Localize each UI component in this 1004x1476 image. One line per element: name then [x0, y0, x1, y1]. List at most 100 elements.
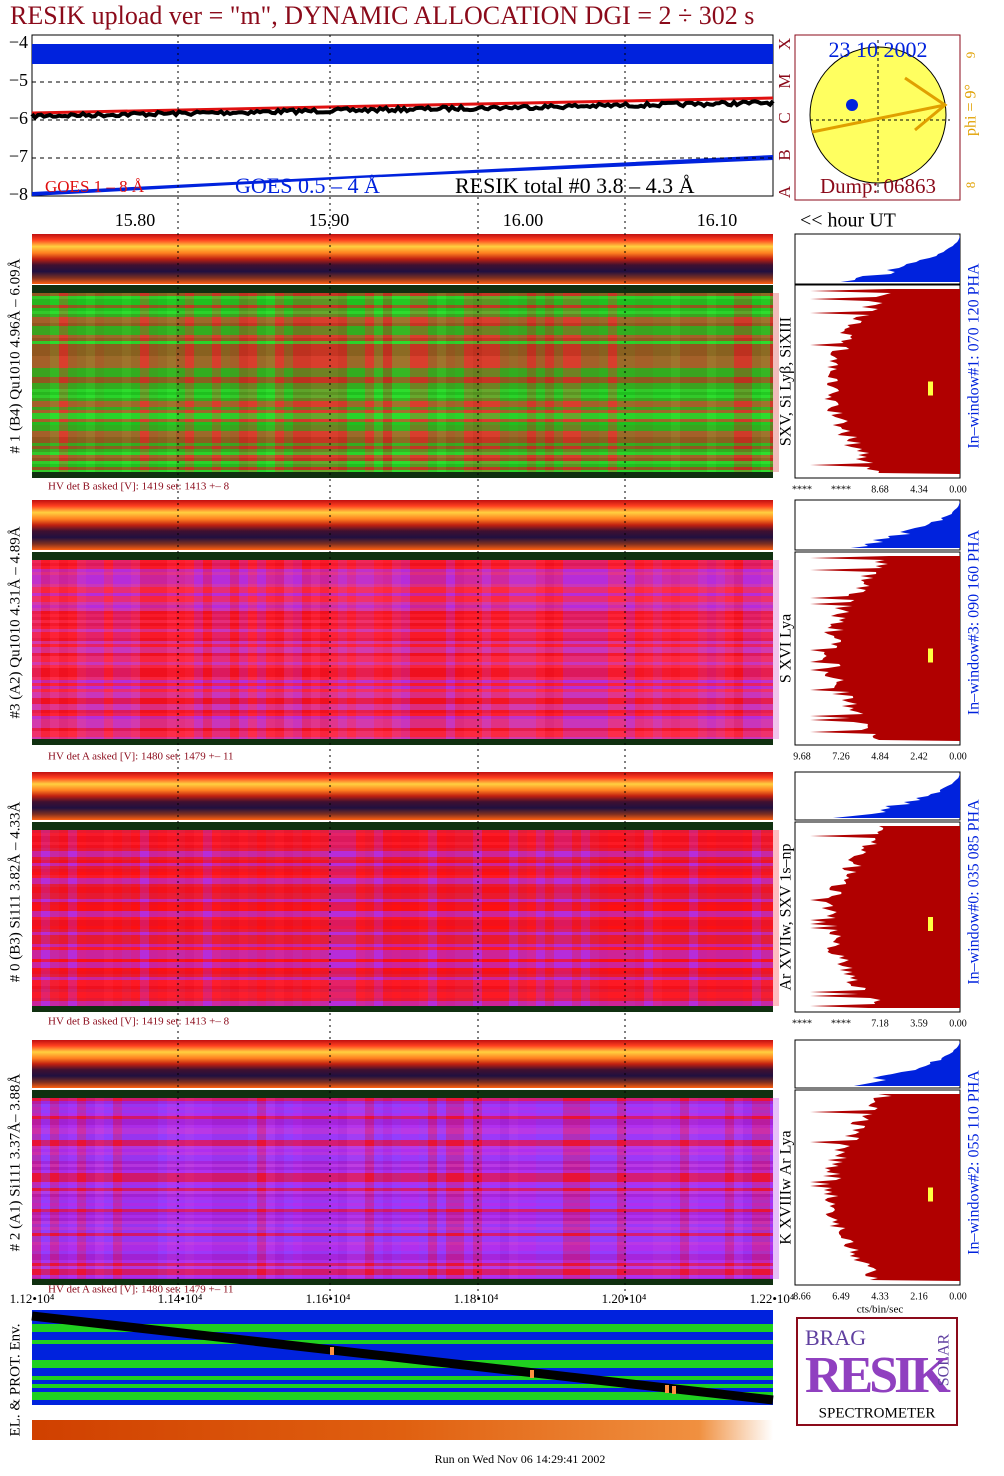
flare-class: X [775, 38, 794, 50]
spectrum-col [257, 560, 266, 739]
bottom-tick: 1.12•10⁴ [10, 1291, 55, 1306]
spectrum-col [698, 560, 707, 739]
spectrum-row [32, 737, 773, 740]
spectrum-col [320, 1098, 329, 1279]
spectrum-row [32, 719, 773, 722]
spectrum-col [572, 560, 581, 739]
hist-tick: 0.00 [949, 1018, 967, 1029]
spectrum-col [329, 560, 338, 739]
spectrum-col [590, 830, 599, 1006]
resik-curve [30, 99, 775, 121]
spectrum-col [419, 560, 428, 739]
spectrum-col [734, 1098, 743, 1279]
spectrum-edge [32, 822, 773, 830]
spectrum-col [662, 293, 671, 472]
spectrum-col [446, 560, 455, 739]
spectrum-col [509, 830, 518, 1006]
spectrum-col [212, 293, 221, 472]
spectrum-row [32, 593, 773, 596]
spectrum-col [644, 293, 653, 472]
spectrum-col [698, 293, 707, 472]
spectrum-edge [32, 739, 773, 745]
spectrum-col [365, 293, 374, 472]
hist-tick: 9.68 [793, 751, 811, 762]
spectrum-col [437, 830, 446, 1006]
spectrum-row [32, 632, 773, 635]
spectrum-col [86, 1098, 95, 1279]
spectrum-col [239, 830, 248, 1006]
spectrum-row [32, 1110, 773, 1113]
spectrum-col [104, 1098, 113, 1279]
spectrum-col [680, 1098, 689, 1279]
spectrum-row [32, 449, 773, 452]
spectrum-row [32, 410, 773, 413]
spectrum-row [32, 1155, 773, 1158]
spectrum-row [32, 635, 773, 638]
spectrum-row [32, 437, 773, 440]
spectrum-row [32, 599, 773, 602]
spectrum-row [32, 929, 773, 932]
goes-y-tick: −8 [9, 184, 28, 204]
spectrum-col [725, 830, 734, 1006]
spectrum-row [32, 836, 773, 839]
spectrum-col [167, 830, 176, 1006]
spectrum-col [545, 1098, 554, 1279]
spectrum-col [563, 560, 572, 739]
hist-tick: 3.59 [910, 1018, 928, 1029]
env-marker [530, 1370, 534, 1378]
spectrum-col [311, 293, 320, 472]
spectrum-row [32, 296, 773, 299]
spectrum-row [32, 1209, 773, 1212]
spectrum-row [32, 707, 773, 710]
spectrum-row [32, 1116, 773, 1119]
spectrum-edge [32, 552, 773, 560]
spectrum-col [338, 560, 347, 739]
spectrum-col [428, 830, 437, 1006]
window-label: In–window#3: 090 160 PHA [966, 529, 983, 715]
spectrum-col [95, 560, 104, 739]
spectrum-col [617, 293, 626, 472]
spectrum-row [32, 716, 773, 719]
time-tick: 15.90 [309, 210, 350, 230]
spectrum-row [32, 1227, 773, 1230]
spectrum-col [275, 293, 284, 472]
spectrum-col [401, 560, 410, 739]
spectrum-row [32, 1248, 773, 1251]
spectrum-row [32, 1194, 773, 1197]
hist-tick: 7.18 [871, 1018, 889, 1029]
spectrum-row [32, 359, 773, 362]
spectrum-row [32, 317, 773, 320]
spectrum-col [527, 830, 536, 1006]
hist-marker [928, 648, 933, 663]
spectrum-col [221, 293, 230, 472]
spectrum-col [716, 293, 725, 472]
spectrum-col [104, 830, 113, 1006]
env-track [31, 1311, 774, 1405]
spectrum-row [32, 944, 773, 947]
spectrum-col [536, 830, 545, 1006]
strip [32, 500, 773, 550]
hist-tick: **** [792, 484, 812, 495]
spectrum-col [104, 560, 113, 739]
spectrum-col [221, 1098, 230, 1279]
spectrum-row [32, 440, 773, 443]
spectrum-col [113, 1098, 122, 1279]
spectrum-row [32, 914, 773, 917]
hist-tick: **** [831, 484, 851, 495]
spectrum-row [32, 920, 773, 923]
hist-red [810, 826, 960, 1008]
spectrum-col [752, 560, 761, 739]
line-label: S XVI Lya [778, 614, 795, 683]
spectrum-col [68, 560, 77, 739]
spectrum-col [653, 1098, 662, 1279]
spectrum-row [32, 434, 773, 437]
spectrum-row [32, 338, 773, 341]
spectrum-col [302, 560, 311, 739]
time-tick: 16.00 [503, 210, 544, 230]
spectrum-col [482, 560, 491, 739]
spectrum-row [32, 467, 773, 470]
flare-class: B [775, 149, 794, 160]
spectrum-row [32, 305, 773, 308]
spectrum-row [32, 353, 773, 356]
spectrum-row [32, 431, 773, 434]
